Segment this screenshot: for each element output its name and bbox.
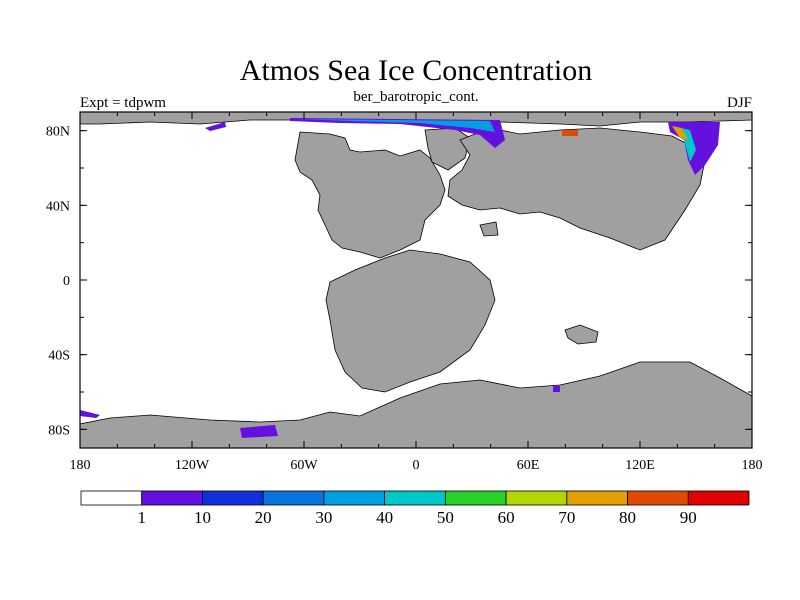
- colorbar-label: 1: [137, 508, 146, 527]
- lat-tick-label: 40N: [46, 199, 70, 214]
- sea-ice-pacific-ne-mid: [672, 126, 696, 162]
- colorbar-swatch: [323, 490, 386, 506]
- colorbar: [80, 490, 750, 506]
- lon-tick-label: 0: [413, 458, 420, 473]
- land-south-america: [325, 249, 496, 393]
- colorbar-swatch: [141, 490, 203, 506]
- colorbar-label: 30: [315, 508, 332, 527]
- land-north-america: [294, 131, 446, 259]
- sea-ice-antarctic-pacific: [240, 425, 278, 438]
- land-australia: [564, 324, 599, 345]
- land-eurasia: [447, 127, 706, 251]
- lon-tick-label: 60W: [290, 458, 318, 473]
- colorbar-label: 90: [680, 508, 697, 527]
- colorbar-swatch: [262, 490, 325, 506]
- sea-ice-atlantic-left: [205, 122, 226, 131]
- colorbar-label: 80: [619, 508, 636, 527]
- colorbar-label: 10: [194, 508, 211, 527]
- sea-ice-patches: [80, 118, 720, 438]
- colorbar-swatch: [202, 490, 264, 506]
- season-label: DJF: [727, 95, 752, 111]
- sea-ice-arctic-band-inner: [300, 119, 495, 132]
- colorbar-swatch: [687, 490, 750, 506]
- sea-ice-pacific-ne-hi: [672, 126, 688, 140]
- lon-tick-label: 180: [70, 458, 91, 473]
- lon-tick-label: 120W: [175, 458, 210, 473]
- land-antarctica: [79, 361, 753, 449]
- colorbar-swatch: [566, 490, 628, 506]
- colorbar-labels: 1 10 20 30 40 50 60 70 80 90: [137, 508, 696, 527]
- lat-tick-label: 80N: [46, 125, 70, 140]
- land-island-caribbean: [479, 221, 499, 237]
- colorbar-swatch: [384, 490, 446, 506]
- experiment-label: Expt = tdpwm: [80, 95, 166, 111]
- map-panel: 180 120W 60W 0 60E 120E 180 80N 40N 0 40S 80S: [46, 111, 763, 473]
- colorbar-swatch: [627, 490, 689, 506]
- land-masses: [79, 111, 753, 449]
- lat-tick-label: 40S: [48, 349, 70, 364]
- lon-tick-label: 120E: [625, 458, 655, 473]
- longitude-tick-labels: 180 120W 60W 0 60E 120E 180: [70, 458, 763, 473]
- colorbar-label: 60: [498, 508, 515, 527]
- colorbar-label: 20: [255, 508, 272, 527]
- sea-ice-siberia-orange: [562, 130, 578, 136]
- colorbar-swatch: [80, 490, 143, 506]
- lat-tick-label: 80S: [48, 423, 70, 438]
- sea-ice-antarctic-west: [80, 410, 100, 418]
- map-title: Atmos Sea Ice Concentration: [240, 54, 592, 87]
- axis-ticks: [79, 112, 753, 448]
- colorbar-label: 70: [558, 508, 575, 527]
- colorbar-swatch: [505, 490, 568, 506]
- latitude-tick-labels: 80N 40N 0 40S 80S: [46, 125, 70, 439]
- colorbar-swatch: [444, 490, 507, 506]
- colorbar-label: 50: [437, 508, 454, 527]
- lon-tick-label: 180: [742, 458, 763, 473]
- sea-ice-antarctic-east: [553, 386, 560, 392]
- colorbar-label: 40: [376, 508, 393, 527]
- lat-tick-label: 0: [63, 274, 70, 289]
- map-subtitle: ber_barotropic_cont.: [353, 89, 478, 105]
- lon-tick-label: 60E: [517, 458, 540, 473]
